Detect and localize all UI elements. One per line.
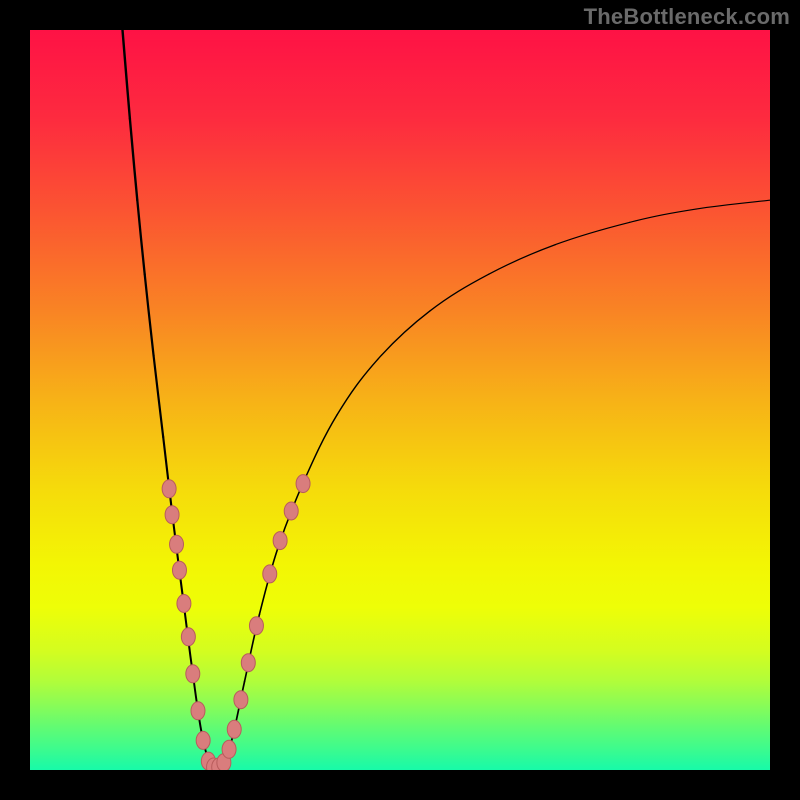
watermark-text: TheBottleneck.com: [584, 4, 790, 30]
plot-area: [30, 30, 770, 770]
chart-container: TheBottleneck.com: [0, 0, 800, 800]
chart-svg: [30, 30, 770, 770]
